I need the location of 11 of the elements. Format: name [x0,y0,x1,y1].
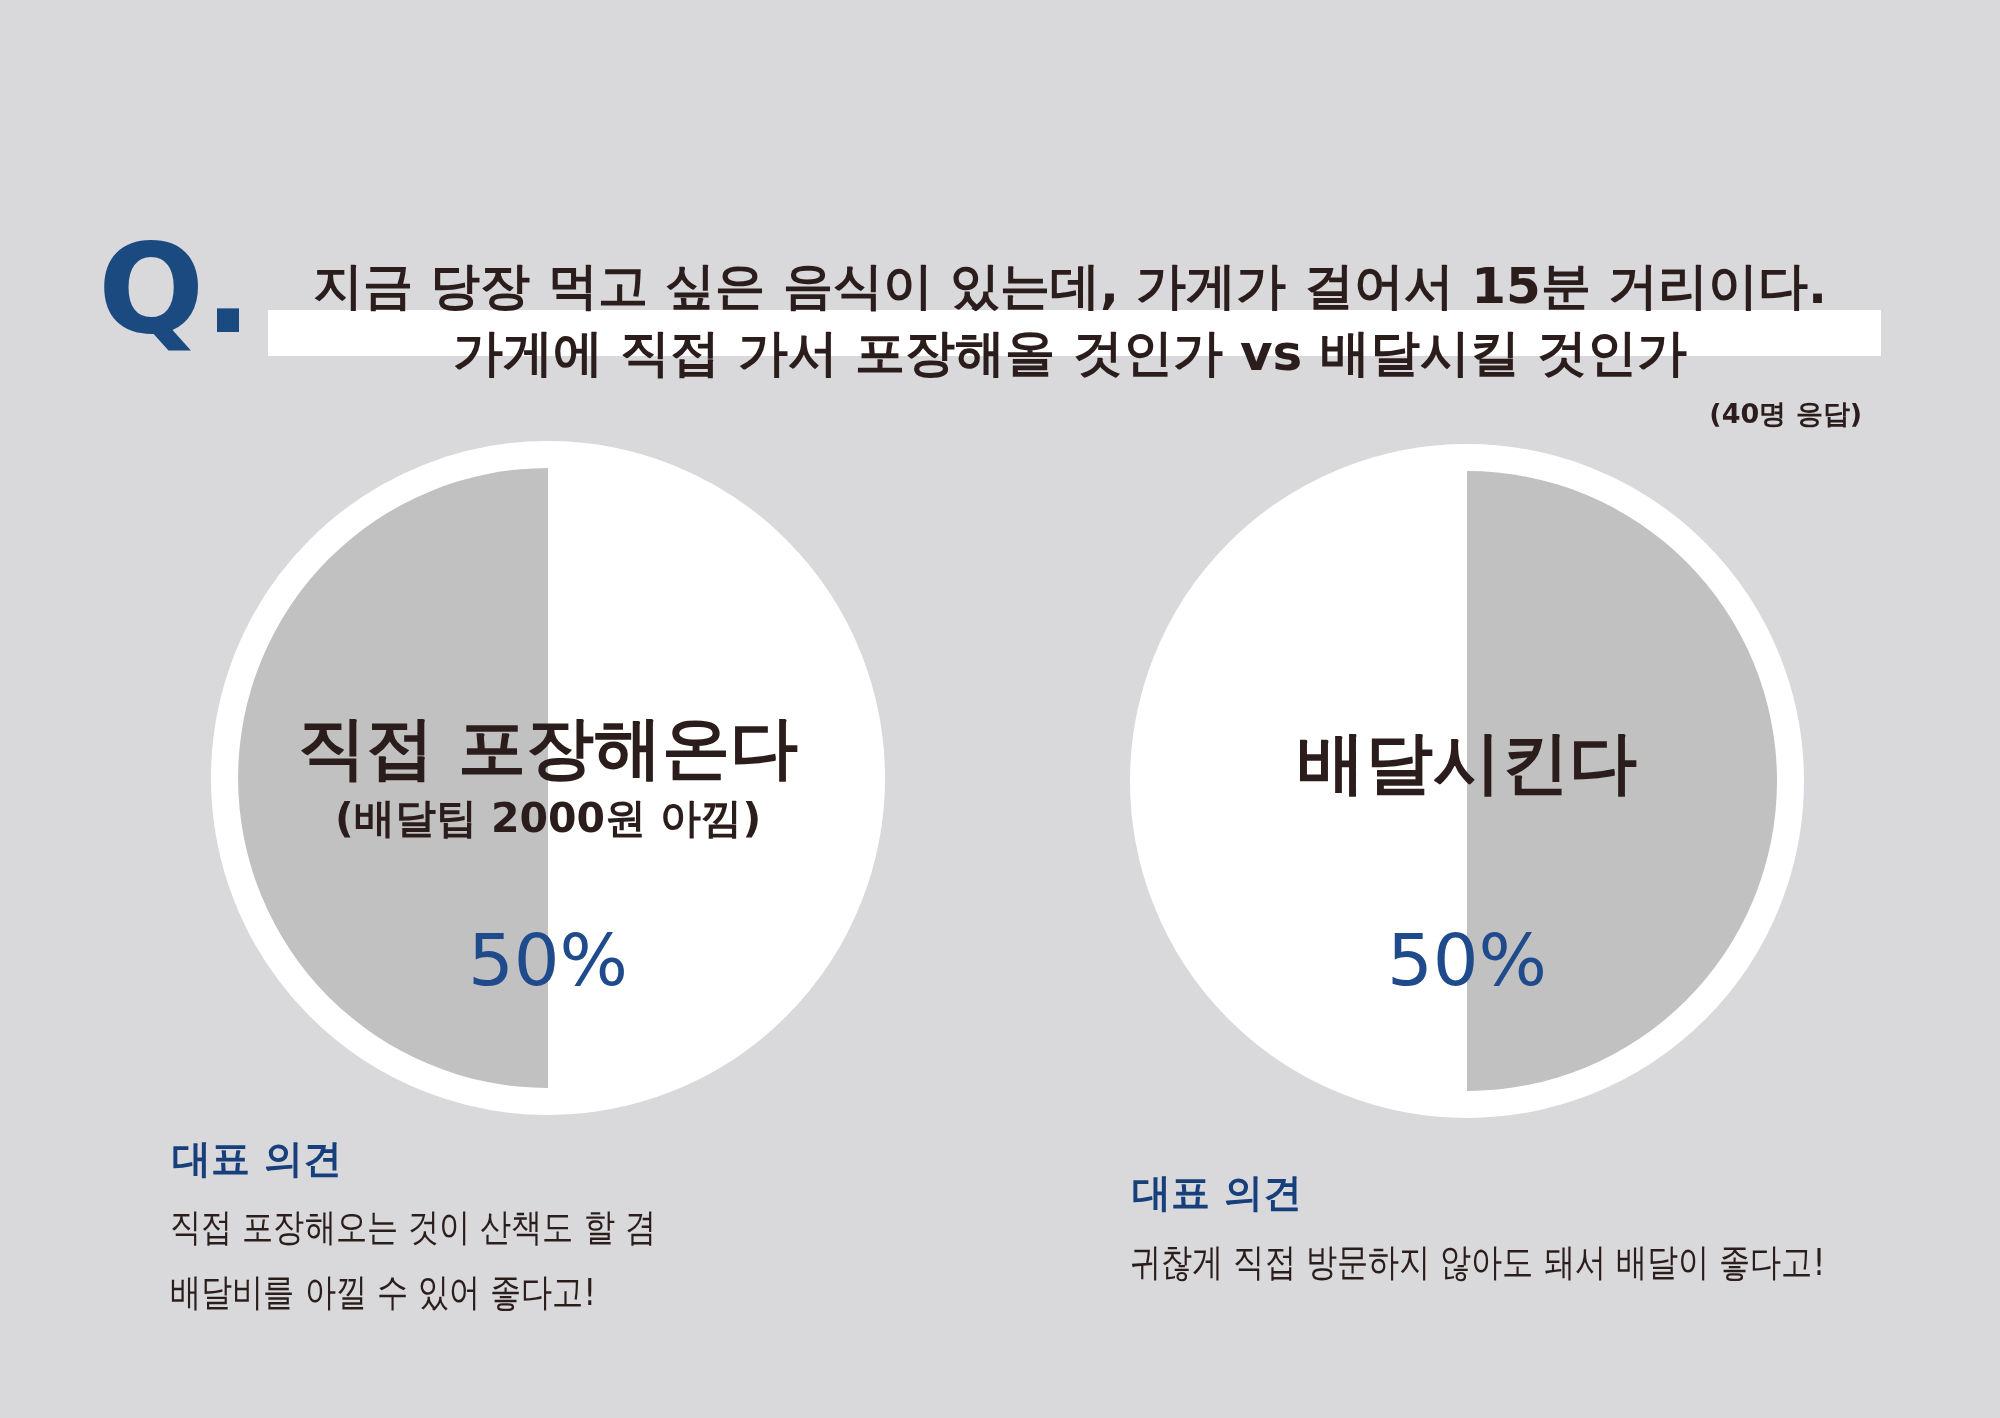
data-label: 50% [468,918,629,1002]
text: (40명 응답) [1709,397,1862,431]
text: Q. [98,216,252,361]
text: 직접 포장해오는 것이 산책도 할 겸 배달비를 아낄 수 있어 좋다고! [170,1204,656,1316]
slice-label: 직접 포장해온다 (배달팁 2000원 아낌) [298,708,798,842]
text: 귀찮게 직접 방문하지 않아도 돼서 배달이 좋다고! [1130,1239,1826,1286]
text: 지금 당장 먹고 싶은 음식이 있는데, 가게가 걸어서 15분 거리이다. 가게에 직접 가서 포장해올 것인가 vs 배달시킬 것인가 [311,256,1829,384]
slice-label: 배달시킨다 [1297,723,1637,802]
text: 대표 의견 [1132,1170,1302,1215]
data-label: 50% [1387,918,1548,1002]
text: 대표 의견 [172,1136,342,1181]
